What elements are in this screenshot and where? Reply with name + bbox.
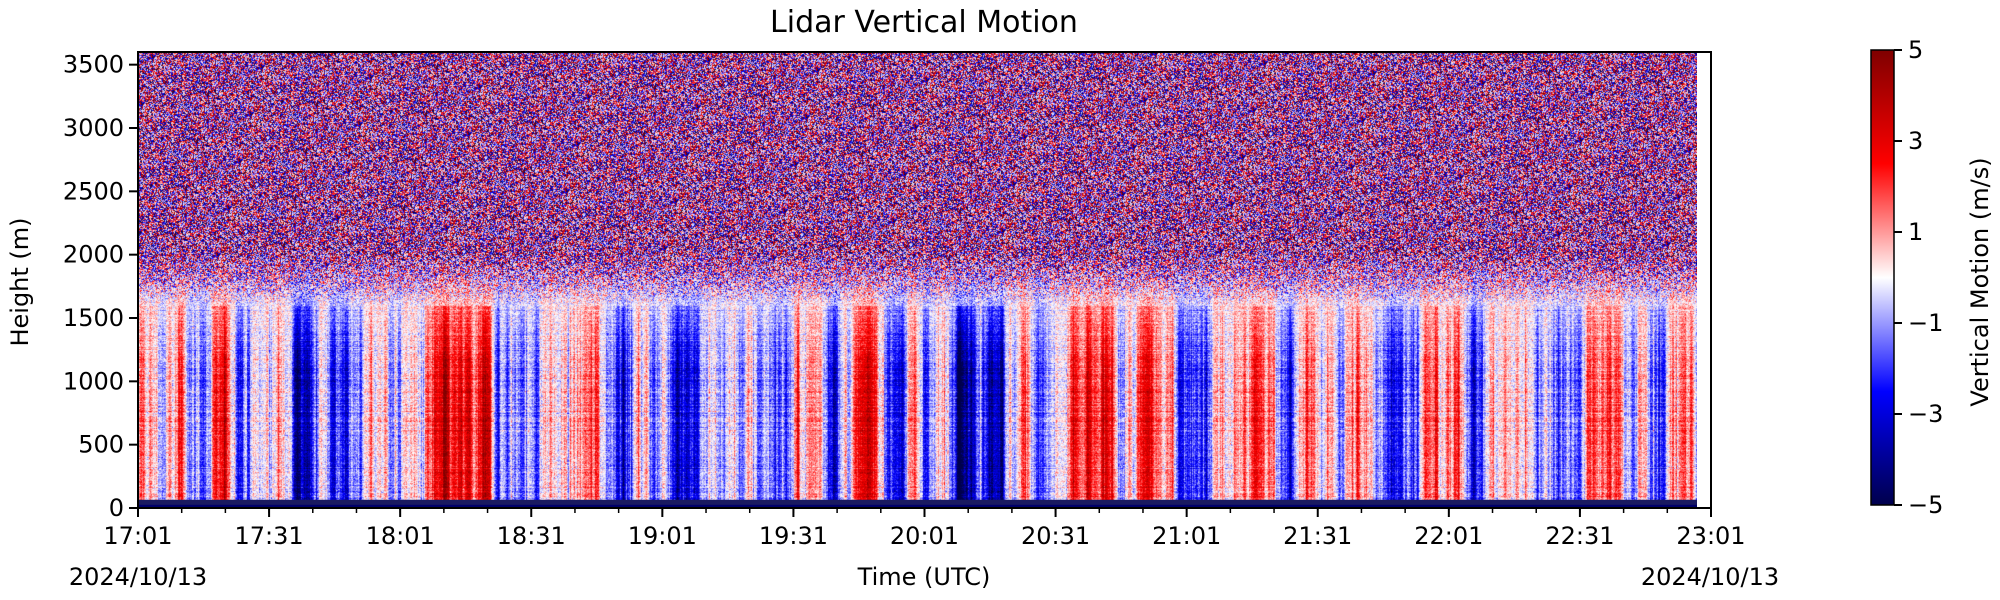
y-tick-label: 1500 [63, 304, 124, 332]
colorbar-tick-label: −5 [1908, 491, 1943, 519]
x-tick-label: 23:01 [1676, 522, 1745, 550]
heatmap-layer [138, 52, 1697, 508]
y-axis-label: Height (m) [6, 217, 34, 346]
surface-band [138, 499, 1697, 505]
x-tick-label: 19:01 [628, 522, 697, 550]
y-tick-label: 3000 [63, 114, 124, 142]
x-tick-label: 20:31 [1021, 522, 1090, 550]
colorbar-ticks: 5 3 1 −1 −3 −5 [1894, 36, 1943, 519]
colorbar-tick-label: 5 [1908, 36, 1923, 64]
y-tick-label: 1000 [63, 367, 124, 395]
colorbar [1870, 49, 1895, 506]
chart-title: Lidar Vertical Motion [770, 5, 1078, 40]
colorbar-tick-label: 1 [1908, 218, 1923, 246]
colorbar-tick-label: −3 [1908, 400, 1943, 428]
x-tick-label: 18:31 [497, 522, 566, 550]
date-end-label: 2024/10/13 [1641, 563, 1779, 591]
x-tick-label: 21:01 [1152, 522, 1221, 550]
heatmap-image [138, 52, 1697, 508]
x-tick-label: 17:31 [234, 522, 303, 550]
y-tick-label: 500 [78, 431, 124, 459]
colorbar-label: Vertical Motion (m/s) [1966, 157, 1994, 406]
x-tick-label: 20:01 [890, 522, 959, 550]
y-axis: 0 500 1000 1500 2000 2500 3000 3500 [63, 51, 138, 522]
x-tick-label: 18:01 [366, 522, 435, 550]
y-tick-label: 2000 [63, 241, 124, 269]
x-tick-label: 19:31 [759, 522, 828, 550]
x-tick-label: 21:31 [1283, 522, 1352, 550]
colorbar-tick-label: −1 [1908, 309, 1943, 337]
x-axis: 17:01 17:31 18:01 18:31 19:01 19:31 20:01 20:31… [103, 508, 1746, 550]
date-start-label: 2024/10/13 [69, 563, 207, 591]
y-tick-label: 0 [109, 494, 124, 522]
y-tick-label: 3500 [63, 51, 124, 79]
x-tick-label: 17:01 [103, 522, 172, 550]
x-tick-label: 22:31 [1545, 522, 1614, 550]
y-tick-label: 2500 [63, 177, 124, 205]
colorbar-tick-label: 3 [1908, 127, 1923, 155]
x-axis-label: Time (UTC) [857, 563, 991, 591]
x-tick-label: 22:01 [1414, 522, 1483, 550]
